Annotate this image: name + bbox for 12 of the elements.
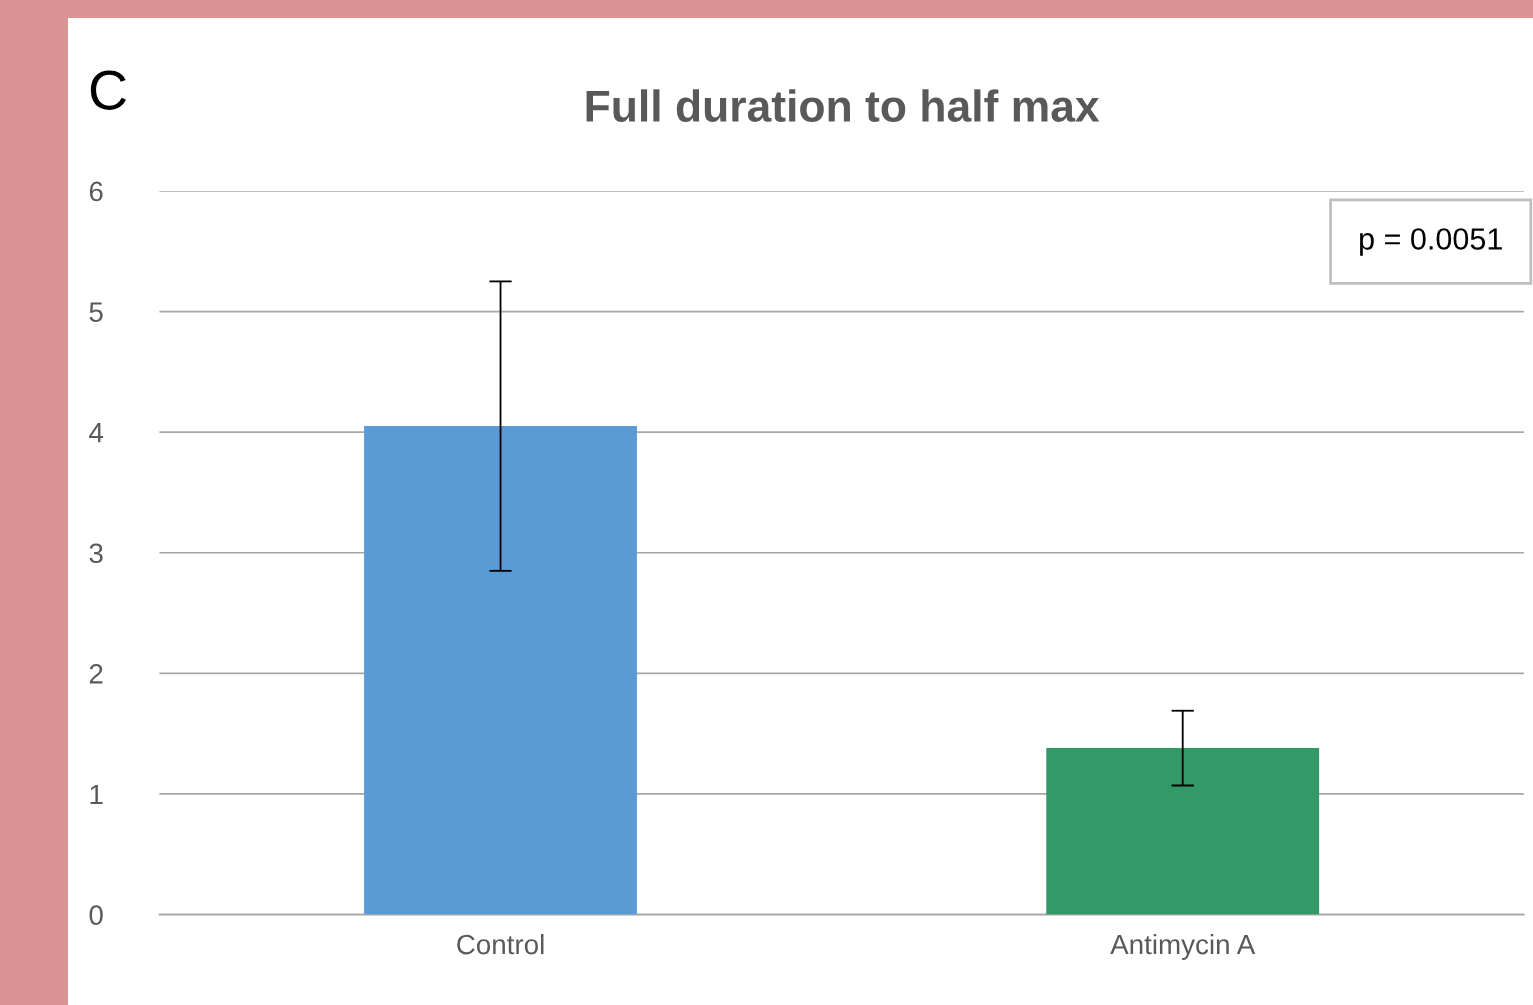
y-tick-label: 2	[89, 664, 103, 684]
y-tick-label: 0	[89, 905, 103, 925]
text: C	[90, 70, 126, 110]
x-tick-label: Antimycin A	[1110, 933, 1256, 960]
y-tick-label: 1	[90, 784, 103, 805]
y-tick-label: 5	[89, 302, 103, 322]
x-tick-label: Control	[457, 933, 544, 955]
chart-title: Full duration to half max	[586, 89, 1100, 122]
y-tick-label: 6	[89, 181, 103, 202]
y-tick-label: 3	[89, 543, 103, 564]
annotation: p = 0.0051	[1360, 228, 1502, 256]
y-tick-label: 4	[89, 423, 104, 443]
